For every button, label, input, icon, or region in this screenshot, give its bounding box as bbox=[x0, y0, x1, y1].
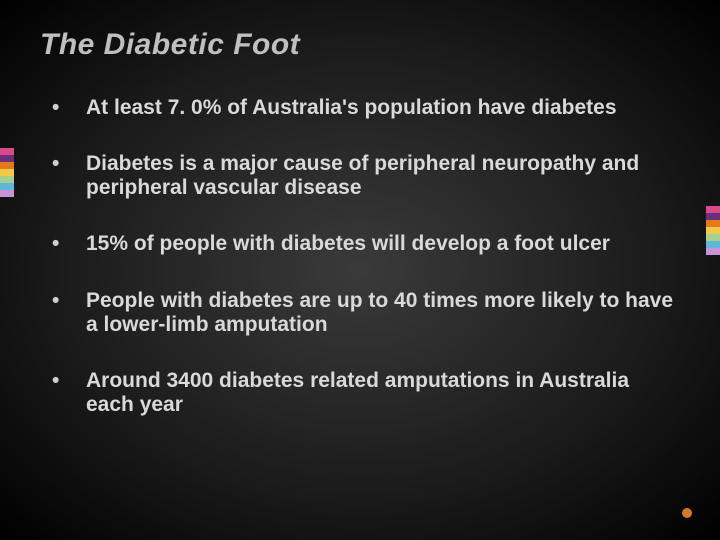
bullet-text: At least 7. 0% of Australia's population… bbox=[86, 96, 680, 120]
bullet-text: Diabetes is a major cause of peripheral … bbox=[86, 152, 680, 200]
stripe-bar bbox=[706, 206, 720, 213]
bullet-marker: • bbox=[48, 369, 86, 393]
bullet-marker: • bbox=[48, 96, 86, 120]
stripe-bar bbox=[0, 190, 14, 197]
slide-title: The Diabetic Foot bbox=[40, 28, 680, 62]
stripe-bar bbox=[706, 220, 720, 227]
stripe-bar bbox=[706, 248, 720, 255]
bullet-item: • Around 3400 diabetes related amputatio… bbox=[48, 369, 680, 417]
stripe-bar bbox=[0, 183, 14, 190]
stripe-bar bbox=[0, 155, 14, 162]
bullet-item: • People with diabetes are up to 40 time… bbox=[48, 289, 680, 337]
bullet-marker: • bbox=[48, 289, 86, 313]
stripe-bar bbox=[706, 213, 720, 220]
bullet-marker: • bbox=[48, 232, 86, 256]
stripe-decor-right bbox=[706, 206, 720, 255]
bullet-marker: • bbox=[48, 152, 86, 176]
slide-container: The Diabetic Foot • At least 7. 0% of Au… bbox=[0, 0, 720, 540]
stripe-bar bbox=[0, 176, 14, 183]
bullet-item: • Diabetes is a major cause of periphera… bbox=[48, 152, 680, 200]
bullet-item: • 15% of people with diabetes will devel… bbox=[48, 232, 680, 256]
bullet-list: • At least 7. 0% of Australia's populati… bbox=[40, 96, 680, 417]
stripe-bar bbox=[706, 234, 720, 241]
stripe-bar bbox=[0, 169, 14, 176]
stripe-bar bbox=[706, 227, 720, 234]
bullet-text: People with diabetes are up to 40 times … bbox=[86, 289, 680, 337]
bullet-item: • At least 7. 0% of Australia's populati… bbox=[48, 96, 680, 120]
stripe-bar bbox=[0, 162, 14, 169]
stripe-decor-left bbox=[0, 148, 14, 197]
accent-dot-icon bbox=[682, 508, 692, 518]
bullet-text: Around 3400 diabetes related amputations… bbox=[86, 369, 680, 417]
bullet-text: 15% of people with diabetes will develop… bbox=[86, 232, 680, 256]
stripe-bar bbox=[706, 241, 720, 248]
stripe-bar bbox=[0, 148, 14, 155]
